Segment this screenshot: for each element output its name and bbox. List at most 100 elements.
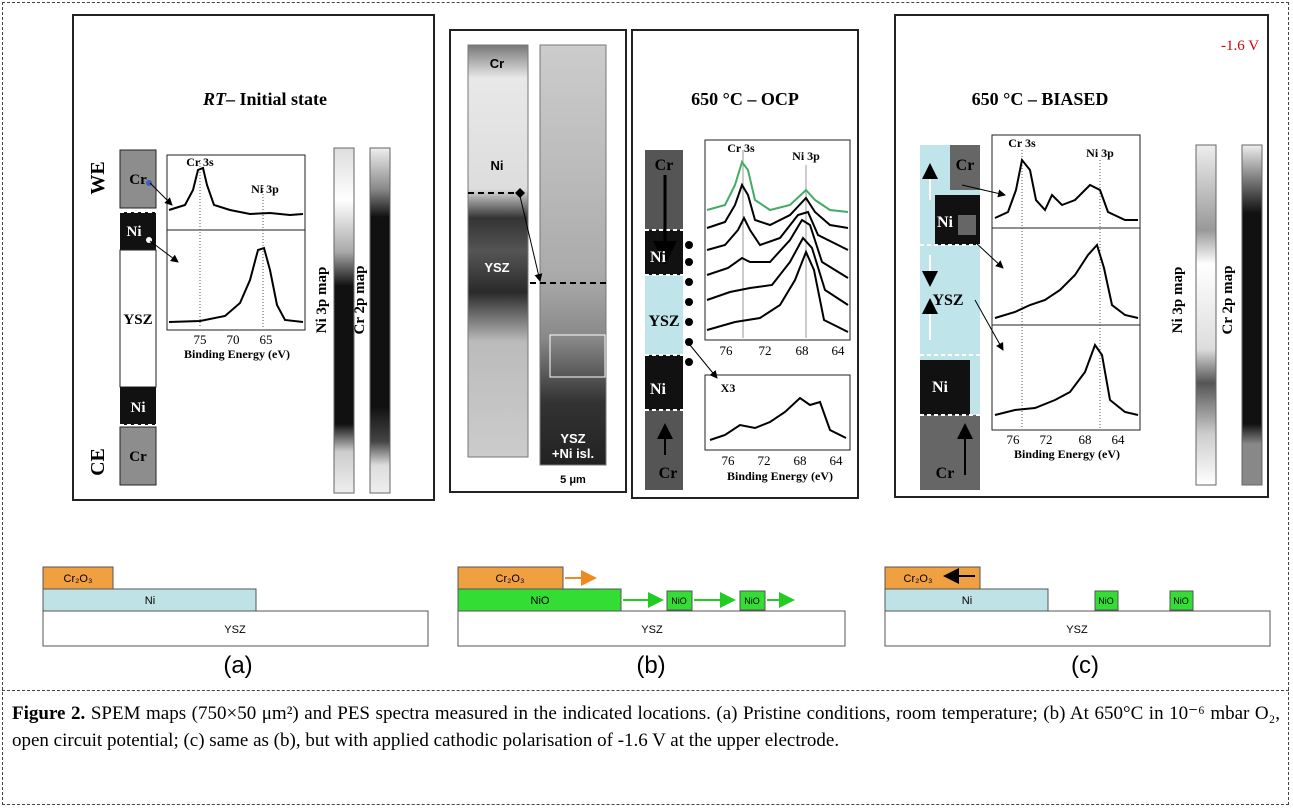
panel-label: (b) <box>636 652 665 679</box>
axis-label: Binding Energy (eV) <box>727 469 833 483</box>
layer-label: Ni <box>937 214 954 231</box>
block <box>645 355 683 410</box>
guide-line <box>689 344 718 379</box>
tick-label: 64 <box>1112 432 1126 447</box>
shape <box>685 241 693 249</box>
block <box>884 610 1271 647</box>
metal-label: Ni <box>962 595 972 607</box>
block <box>950 145 980 190</box>
peak-label: Cr 3s <box>1008 136 1036 150</box>
block <box>120 387 156 425</box>
guide-line <box>961 184 1006 198</box>
peak-label: Ni 3p <box>251 182 279 196</box>
block <box>666 590 693 611</box>
spectrum-curve <box>168 166 304 217</box>
block <box>1241 144 1263 486</box>
tick-label: 68 <box>796 343 809 358</box>
tick-label: 68 <box>1079 432 1092 447</box>
spectrum-curve <box>706 159 849 213</box>
spectrum-curve <box>706 236 849 306</box>
island-label: NiO <box>744 596 760 606</box>
schematic-b: Cr₂O₃ NiO NiO NiO YSZ (b) <box>457 566 846 679</box>
spectrum-curve <box>168 246 304 323</box>
layer-label: Cr <box>956 157 975 174</box>
block <box>467 44 529 458</box>
block <box>1169 590 1194 611</box>
layer-label: YSZ <box>648 313 679 330</box>
panel-label: (c) <box>1071 652 1099 679</box>
tick-label: 72 <box>758 453 771 468</box>
guide-line <box>149 182 173 206</box>
tick-label: 76 <box>1007 432 1021 447</box>
layer-label: Cr <box>129 449 147 465</box>
shape <box>685 258 693 266</box>
tick-label: 68 <box>794 453 807 468</box>
tick-label: 76 <box>722 453 736 468</box>
layer-label: YSZ <box>123 312 152 328</box>
block <box>958 215 976 235</box>
panel-a: RT– Initial state WE CE Cr Ni YSZ Ni Cr … <box>72 14 435 501</box>
image-label: Cr <box>490 56 504 71</box>
layer-label: Ni <box>131 400 146 416</box>
panel-title: RT– Initial state <box>202 89 327 109</box>
shape <box>146 180 152 186</box>
caption-label: Figure 2. <box>12 703 86 724</box>
substrate-label: YSZ <box>1066 624 1088 636</box>
spectrum-curve <box>515 188 525 198</box>
block <box>457 566 564 590</box>
peak-label: Ni 3p <box>1086 146 1114 160</box>
schematic-a: Cr₂O₃ Ni YSZ (a) <box>42 566 429 679</box>
block <box>119 149 157 209</box>
block <box>549 334 606 378</box>
caption-text: SPEM maps (750×50 μm²) and PES spectra m… <box>12 703 1281 751</box>
tick-label: 64 <box>832 343 846 358</box>
guide-line <box>974 241 1004 269</box>
block <box>42 610 429 647</box>
layer-label: Cr <box>659 465 678 482</box>
title-text: – Initial state <box>225 89 327 109</box>
oxide-label: Cr₂O₃ <box>904 573 933 585</box>
spectrum-curve <box>706 249 849 333</box>
tick-label: 64 <box>830 453 844 468</box>
layer-label: Cr <box>655 157 674 174</box>
metal-label: NiO <box>531 595 550 607</box>
block <box>42 566 114 590</box>
layer-label: Ni <box>650 381 667 398</box>
guide-line <box>519 195 543 282</box>
spectrum-curve <box>994 342 1139 416</box>
shape <box>685 241 693 366</box>
block <box>457 610 846 647</box>
tick-label: 65 <box>260 332 273 347</box>
block <box>539 44 607 466</box>
block <box>884 566 981 590</box>
inset-label: X3 <box>721 381 736 395</box>
shape <box>685 338 693 346</box>
schematic-c: Cr₂O₃ Ni NiO NiO YSZ (c) <box>884 566 1271 679</box>
block <box>704 374 851 451</box>
map-label: Ni 3p map <box>1170 267 1186 334</box>
peak-label: Ni 3p <box>792 149 820 163</box>
block <box>1094 590 1119 611</box>
shape <box>685 278 693 286</box>
block <box>920 360 970 415</box>
layer-label: Cr <box>129 172 147 188</box>
shape <box>685 298 693 306</box>
block <box>1195 144 1217 486</box>
tick-label: 72 <box>759 343 772 358</box>
spectrum-curve <box>706 182 849 229</box>
spectrum-curve <box>994 243 1139 319</box>
layer-label: Cr <box>936 465 955 482</box>
tick-label: 75 <box>194 332 207 347</box>
panel-title: 650 °C – BIASED <box>972 89 1109 109</box>
tick-label: 76 <box>720 343 734 358</box>
substrate-label: YSZ <box>224 624 246 636</box>
oxide-label: Cr₂O₃ <box>64 573 93 585</box>
panel-label: (a) <box>223 652 252 679</box>
map-label: Cr 2p map <box>1220 266 1236 335</box>
axis-label: Binding Energy (eV) <box>1014 447 1120 461</box>
block <box>120 212 156 250</box>
separator <box>2 690 1289 691</box>
image-label: YSZ <box>484 260 509 275</box>
